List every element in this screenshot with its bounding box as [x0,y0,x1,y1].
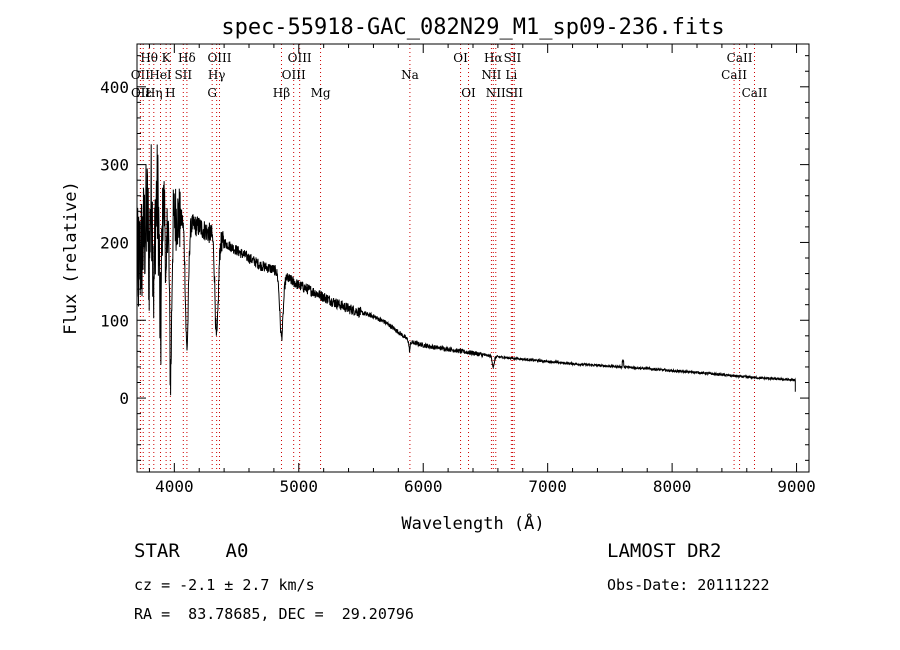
line-marker-label: H [165,86,175,100]
line-marker-label: NII [486,86,506,100]
line-marker-label: OIII [282,68,306,82]
line-marker-label: OII [131,86,151,100]
line-marker-label: G [207,86,217,100]
y-tick-label: 200 [100,233,129,252]
line-marker-label: HeI [149,68,172,82]
line-marker-label: Hε [135,86,152,100]
y-axis-label: Flux (relative) [61,181,81,335]
chart-title: spec-55918-GAC_082N29_M1_sp09-236.fits [221,15,724,40]
line-marker-label: CaII [742,86,768,100]
coordinates-text: RA = 83.78685, DEC = 29.20796 [134,605,414,623]
y-tick-label: 400 [100,78,129,97]
line-marker-label: K [162,51,172,65]
line-marker-label: Hα [484,51,503,65]
y-tick-label: 300 [100,156,129,175]
line-marker-label: OI [453,51,468,65]
line-marker-label: CaII [727,51,753,65]
x-tick-label: 7000 [528,477,567,496]
line-marker-label: Li [505,68,517,82]
spectrum-line [136,144,796,396]
y-tick-label: 0 [119,389,129,408]
line-marker-label: SII [174,68,192,82]
obs-date-text: Obs-Date: 20111222 [607,576,770,594]
star-class-text: STAR A0 [134,540,249,562]
line-marker-label: OIII [288,51,312,65]
line-marker-label: OI [461,86,476,100]
x-tick-label: 9000 [777,477,816,496]
survey-name: LAMOST DR2 [607,540,722,562]
spectrum-figure: spec-55918-GAC_082N29_M1_sp09-236.fits H… [61,15,816,534]
line-marker-label: Hγ [208,68,226,82]
x-tick-label: 6000 [404,477,443,496]
line-marker-label: SII [505,86,523,100]
plot-frame [136,43,810,473]
x-tick-label: 4000 [155,477,194,496]
line-marker-label: NII [481,68,501,82]
line-marker-label: Hη [145,86,163,100]
line-marker-label: Hδ [178,51,196,65]
x-tick-label: 8000 [653,477,692,496]
y-tick-label: 100 [100,311,129,330]
line-marker-label: OIII [207,51,231,65]
axis-ticks: 4000 5000 6000 7000 8000 9000 0 100 200 300 400 [100,44,816,496]
redshift-text: cz = -2.1 ± 2.7 km/s [134,576,315,594]
x-tick-label: 5000 [280,477,319,496]
line-marker-label: CaII [721,68,747,82]
line-marker-label: OII [131,68,151,82]
line-marker-label: Hβ [273,86,290,100]
line-marker-label: Na [401,68,419,82]
x-axis-label: Wavelength (Å) [401,512,544,534]
line-marker-label: SII [504,51,522,65]
line-marker-label: Hθ [140,51,158,65]
line-marker-label: Mg [311,86,331,100]
